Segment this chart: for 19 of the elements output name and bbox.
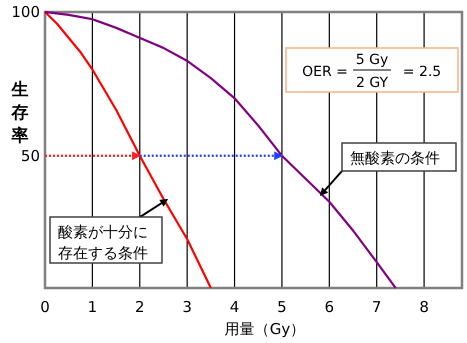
x-tick-label: 8	[419, 298, 429, 316]
annotation: 無酸素の条件	[350, 149, 440, 167]
annotation: OER =	[302, 64, 348, 80]
x-tick-label: 3	[182, 298, 192, 316]
x-tick-label: 4	[230, 298, 240, 316]
annotation: 5 Gy	[356, 52, 388, 68]
annotation: = 2.5	[402, 64, 442, 80]
x-tick-label: 5	[277, 298, 287, 316]
x-axis-title: 用量（Gy）	[224, 320, 306, 338]
annotation: 酸素が十分に存在する条件	[58, 223, 148, 262]
x-tick-label: 0	[40, 298, 50, 316]
x-tick-label: 2	[135, 298, 145, 316]
x-tick-label: 1	[88, 298, 98, 316]
annotation: 2 GY	[356, 75, 388, 91]
y-tick-label: 50	[20, 146, 40, 165]
y-tick-label: 100	[11, 3, 40, 21]
x-tick-label: 6	[324, 298, 334, 316]
x-tick-label: 7	[372, 298, 382, 316]
y-axis-title: 生存率	[10, 80, 28, 146]
